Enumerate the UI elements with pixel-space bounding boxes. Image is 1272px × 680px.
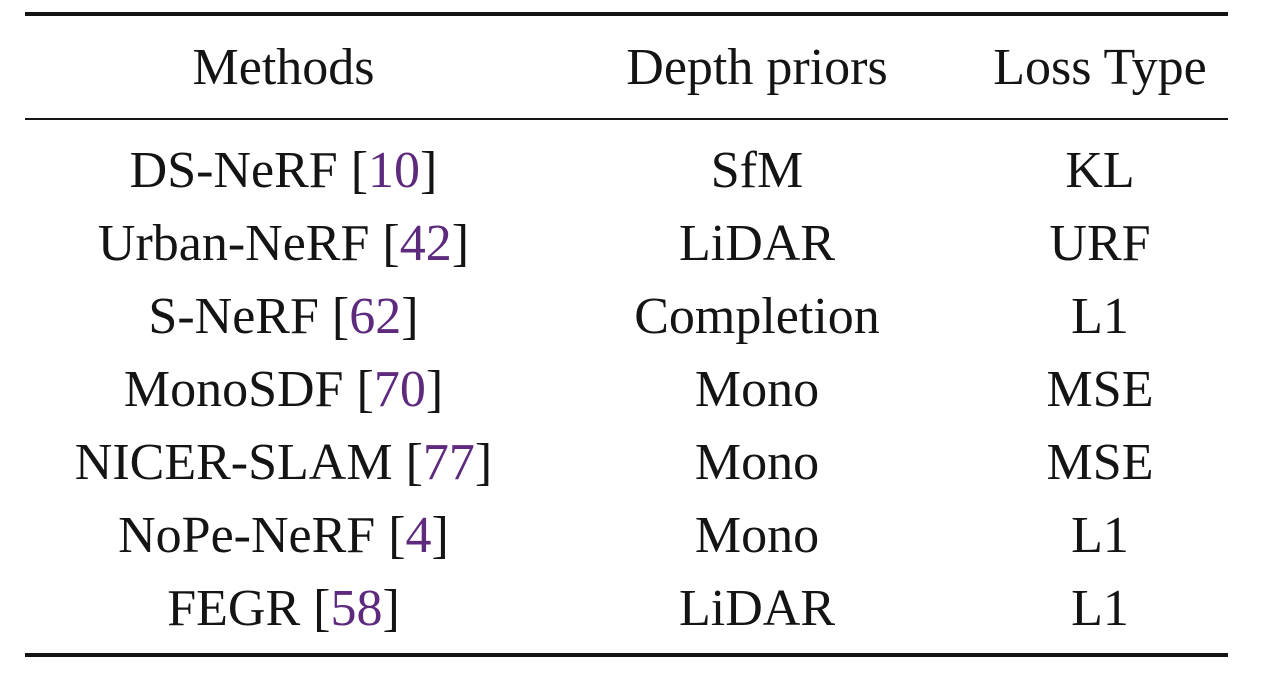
method-cell: NICER-SLAM [77] <box>74 433 493 491</box>
citation-link[interactable]: 62 <box>349 287 402 345</box>
table-header-rule <box>25 118 1228 120</box>
table-top-rule <box>25 12 1228 16</box>
loss-type-cell: L1 <box>1071 506 1129 564</box>
table-body: DS-NeRF [10] SfM KL Urban-NeRF [42] LiDA… <box>25 120 1228 653</box>
citation-link[interactable]: 10 <box>368 141 421 199</box>
depth-prior-cell: Mono <box>694 360 820 418</box>
citation-link[interactable]: 42 <box>399 214 452 272</box>
depth-prior-cell: SfM <box>710 141 804 199</box>
loss-type-cell: KL <box>1065 141 1135 199</box>
method-cell: MonoSDF [70] <box>123 360 444 418</box>
table-row: DS-NeRF [10] SfM KL <box>25 134 1228 207</box>
citation-link[interactable]: 4 <box>405 506 432 564</box>
method-cell: Urban-NeRF [42] <box>97 214 470 272</box>
table-bottom-rule <box>25 653 1228 657</box>
table-row: FEGR [58] LiDAR L1 <box>25 572 1228 645</box>
depth-prior-cell: Completion <box>634 287 880 345</box>
citation-link[interactable]: 58 <box>330 579 383 637</box>
method-cell: FEGR [58] <box>167 579 400 637</box>
method-name: MonoSDF <box>123 360 344 418</box>
table-row: MonoSDF [70] Mono MSE <box>25 353 1228 426</box>
method-cell: DS-NeRF [10] <box>129 141 438 199</box>
loss-type-cell: L1 <box>1071 287 1129 345</box>
method-cell: NoPe-NeRF [4] <box>118 506 449 564</box>
table-row: NoPe-NeRF [4] Mono L1 <box>25 499 1228 572</box>
depth-prior-cell: LiDAR <box>679 214 835 272</box>
table-header-row: Methods Depth priors Loss Type <box>25 16 1228 118</box>
method-name: FEGR <box>167 579 301 637</box>
depth-prior-cell: Mono <box>694 433 820 491</box>
method-cell: S-NeRF [62] <box>148 287 419 345</box>
method-name: DS-NeRF <box>129 141 338 199</box>
depth-prior-cell: LiDAR <box>679 579 835 637</box>
depth-prior-cell: Mono <box>694 506 820 564</box>
table-row: Urban-NeRF [42] LiDAR URF <box>25 207 1228 280</box>
header-depth-priors: Depth priors <box>626 39 888 96</box>
loss-type-cell: URF <box>1049 214 1151 272</box>
citation-link[interactable]: 77 <box>422 433 475 491</box>
method-name: NICER-SLAM <box>74 433 393 491</box>
table-row: NICER-SLAM [77] Mono MSE <box>25 426 1228 499</box>
method-name: S-NeRF <box>148 287 319 345</box>
depth-priors-table: Methods Depth priors Loss Type DS-NeRF [… <box>25 12 1228 657</box>
header-methods: Methods <box>192 39 375 96</box>
method-name: Urban-NeRF <box>97 214 370 272</box>
citation-link[interactable]: 70 <box>373 360 426 418</box>
header-loss-type: Loss Type <box>993 39 1207 96</box>
table-row: S-NeRF [62] Completion L1 <box>25 280 1228 353</box>
loss-type-cell: MSE <box>1046 360 1154 418</box>
loss-type-cell: MSE <box>1046 433 1154 491</box>
method-name: NoPe-NeRF <box>118 506 376 564</box>
loss-type-cell: L1 <box>1071 579 1129 637</box>
